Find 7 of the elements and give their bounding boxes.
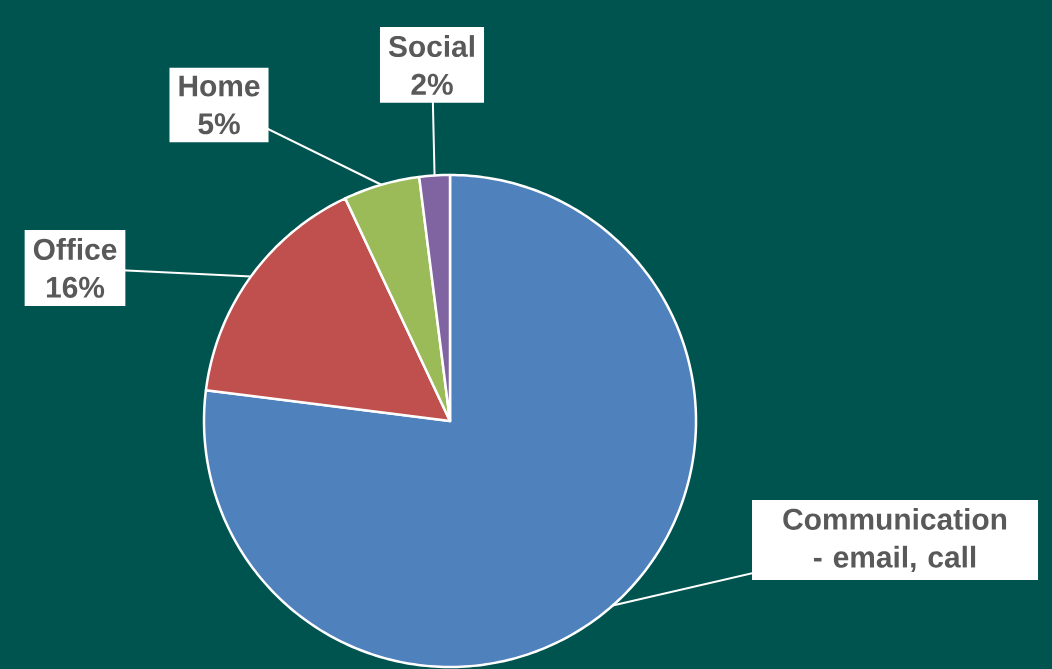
data-label: 5% [198, 113, 240, 135]
slice-label: Home [179, 75, 260, 97]
data-label: 16% [46, 276, 105, 298]
slice-label: Social [388, 35, 474, 58]
data-label: 2% [411, 73, 453, 95]
slice-label: Communication - email, call [783, 507, 1007, 573]
slice-label: Office [33, 238, 117, 261]
